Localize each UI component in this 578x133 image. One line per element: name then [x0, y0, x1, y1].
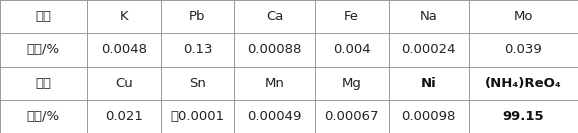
Text: Mo: Mo — [514, 10, 533, 23]
Text: Cu: Cu — [115, 77, 132, 90]
Text: 成分: 成分 — [35, 77, 51, 90]
Text: Pb: Pb — [189, 10, 206, 23]
Text: 0.13: 0.13 — [183, 43, 212, 56]
Text: 0.004: 0.004 — [333, 43, 370, 56]
Text: Mn: Mn — [265, 77, 284, 90]
Text: 99.15: 99.15 — [503, 110, 544, 123]
Text: 成分: 成分 — [35, 10, 51, 23]
Text: 0.00098: 0.00098 — [402, 110, 456, 123]
Text: Na: Na — [420, 10, 438, 23]
Text: 0.00088: 0.00088 — [247, 43, 302, 56]
Text: (NH₄)ReO₄: (NH₄)ReO₄ — [485, 77, 562, 90]
Text: 0.039: 0.039 — [505, 43, 542, 56]
Text: 含量/%: 含量/% — [27, 110, 60, 123]
Text: Fe: Fe — [344, 10, 359, 23]
Text: Mg: Mg — [342, 77, 362, 90]
Text: ＜0.0001: ＜0.0001 — [171, 110, 224, 123]
Text: Ni: Ni — [421, 77, 436, 90]
Text: 0.00049: 0.00049 — [247, 110, 302, 123]
Text: 含量/%: 含量/% — [27, 43, 60, 56]
Text: 0.021: 0.021 — [105, 110, 143, 123]
Text: Sn: Sn — [189, 77, 206, 90]
Text: 0.00067: 0.00067 — [324, 110, 379, 123]
Text: 0.00024: 0.00024 — [402, 43, 456, 56]
Text: Ca: Ca — [266, 10, 283, 23]
Text: 0.0048: 0.0048 — [101, 43, 147, 56]
Text: K: K — [119, 10, 128, 23]
